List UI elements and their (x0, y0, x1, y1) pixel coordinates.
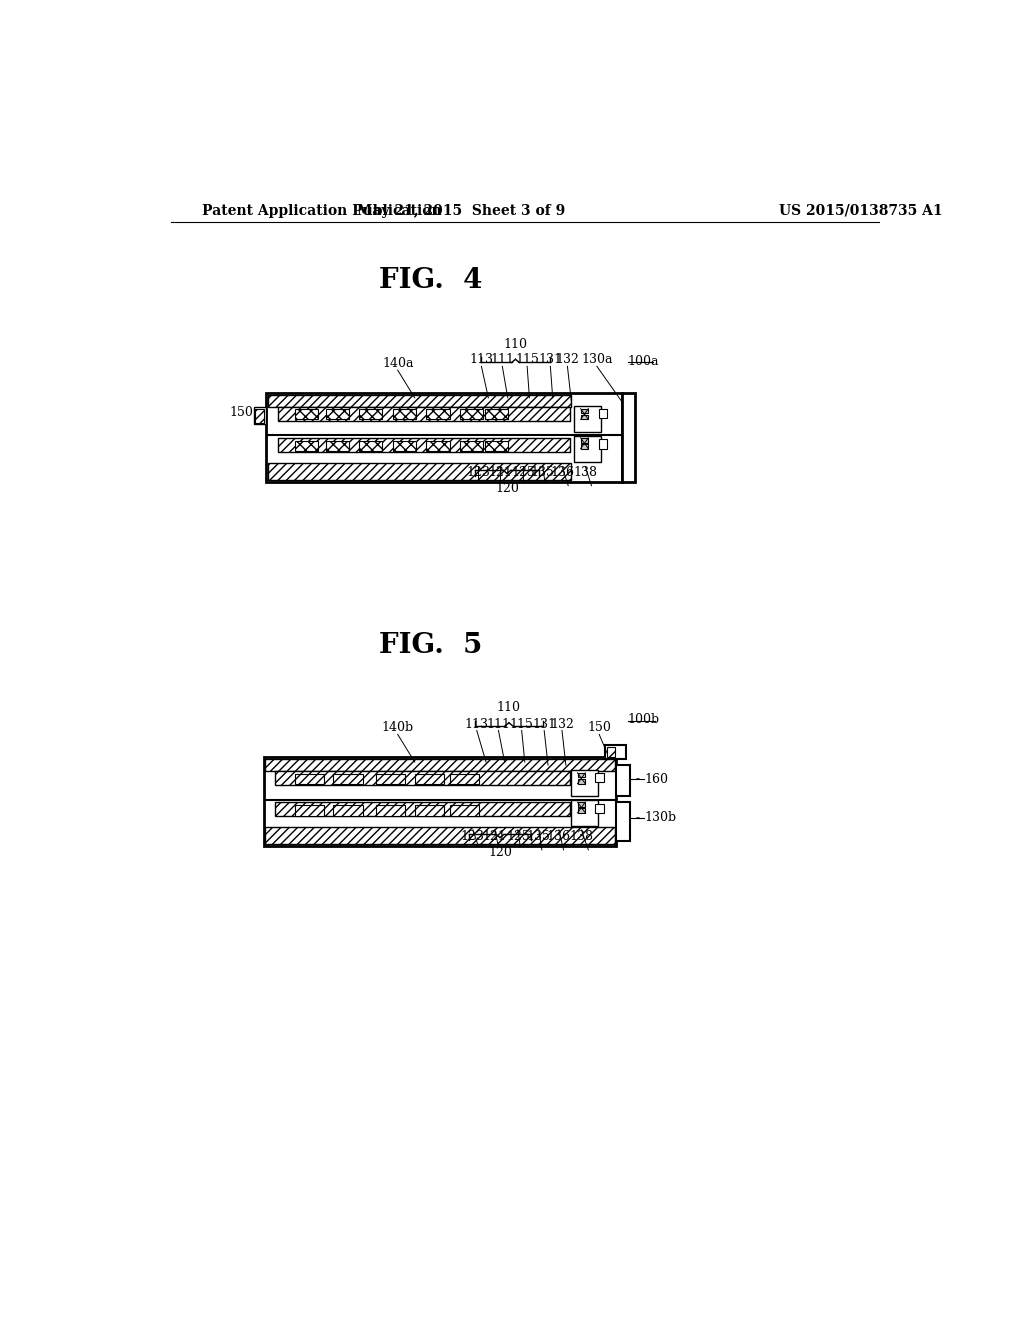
Bar (571, 770, 598, 796)
Bar (581, 444, 589, 449)
Text: 132: 132 (550, 718, 573, 730)
Text: 120: 120 (495, 482, 519, 495)
Text: US 2015/0138735 A1: US 2015/0138735 A1 (779, 203, 943, 218)
Bar (393, 409, 417, 420)
Text: 110: 110 (504, 338, 527, 351)
Bar (484, 441, 508, 451)
Text: 111: 111 (490, 354, 514, 367)
Bar (359, 409, 382, 420)
Bar (254, 407, 266, 424)
Bar (295, 805, 324, 816)
Bar (605, 744, 626, 759)
Text: 115: 115 (510, 718, 534, 730)
Text: 135: 135 (526, 830, 551, 843)
Text: 115: 115 (515, 354, 539, 367)
Bar (334, 774, 362, 784)
Bar (595, 804, 604, 813)
Bar (578, 774, 586, 777)
Bar (616, 766, 630, 796)
Text: 100a: 100a (628, 355, 659, 368)
Text: 136: 136 (547, 830, 571, 843)
Bar (295, 441, 317, 451)
Bar (393, 441, 417, 451)
Bar (599, 409, 607, 418)
Text: 111: 111 (486, 718, 510, 730)
Text: 136: 136 (550, 466, 574, 479)
Bar (581, 409, 589, 413)
Bar (571, 800, 598, 826)
Bar (595, 774, 604, 781)
Bar (278, 438, 569, 451)
Text: 110: 110 (497, 701, 521, 714)
Text: FIG.  4: FIG. 4 (379, 267, 482, 293)
Bar (450, 774, 479, 784)
Bar (574, 405, 601, 432)
Text: 150: 150 (587, 721, 611, 734)
Bar (359, 441, 382, 451)
Text: 123: 123 (461, 830, 484, 843)
Text: -: - (635, 810, 640, 824)
Bar (607, 747, 614, 758)
Bar (426, 409, 450, 420)
Bar (581, 438, 589, 442)
Bar (578, 779, 586, 784)
Bar (295, 409, 317, 420)
Bar (581, 414, 589, 420)
Text: 121: 121 (488, 466, 512, 479)
Bar (267, 462, 571, 480)
Text: 138: 138 (573, 466, 597, 479)
Bar (295, 774, 324, 784)
Text: -: - (635, 772, 640, 785)
Bar (275, 771, 569, 785)
Bar (415, 774, 444, 784)
Bar (376, 774, 406, 784)
Bar (460, 409, 483, 420)
Text: May 21, 2015  Sheet 3 of 9: May 21, 2015 Sheet 3 of 9 (357, 203, 565, 218)
Bar (267, 395, 571, 407)
Bar (326, 409, 349, 420)
Text: 131: 131 (532, 718, 556, 730)
Text: 130a: 130a (582, 354, 612, 367)
Text: 113: 113 (469, 354, 494, 367)
Text: FIG.  5: FIG. 5 (379, 632, 482, 659)
Bar (265, 759, 614, 771)
Text: 140b: 140b (382, 721, 414, 734)
Text: 160: 160 (644, 772, 668, 785)
Bar (376, 805, 406, 816)
Bar (415, 805, 444, 816)
Bar (574, 436, 601, 462)
Bar (275, 803, 569, 816)
Bar (426, 441, 450, 451)
Text: 123: 123 (466, 466, 490, 479)
Text: 150: 150 (229, 407, 254, 418)
Bar (265, 826, 614, 845)
Bar (599, 440, 607, 449)
Text: 125: 125 (511, 466, 536, 479)
Text: 120: 120 (488, 846, 512, 859)
Bar (484, 409, 508, 420)
Text: 138: 138 (569, 830, 593, 843)
Bar (266, 393, 623, 482)
Bar (578, 803, 586, 807)
Bar (334, 805, 362, 816)
Text: 113: 113 (465, 718, 488, 730)
Bar (278, 407, 569, 421)
Bar (616, 803, 630, 841)
Text: 131: 131 (539, 354, 562, 367)
Bar (623, 393, 635, 482)
Bar (263, 758, 616, 846)
Text: 125: 125 (506, 830, 529, 843)
Bar (326, 441, 349, 451)
Bar (255, 409, 264, 422)
Text: 130b: 130b (644, 810, 676, 824)
Bar (578, 808, 586, 813)
Text: 121: 121 (482, 830, 507, 843)
Text: 132: 132 (555, 354, 580, 367)
Bar (460, 441, 483, 451)
Text: 100b: 100b (628, 713, 660, 726)
Bar (450, 805, 479, 816)
Text: 140a: 140a (382, 358, 414, 370)
Text: Patent Application Publication: Patent Application Publication (202, 203, 441, 218)
Text: 135: 135 (530, 466, 555, 479)
